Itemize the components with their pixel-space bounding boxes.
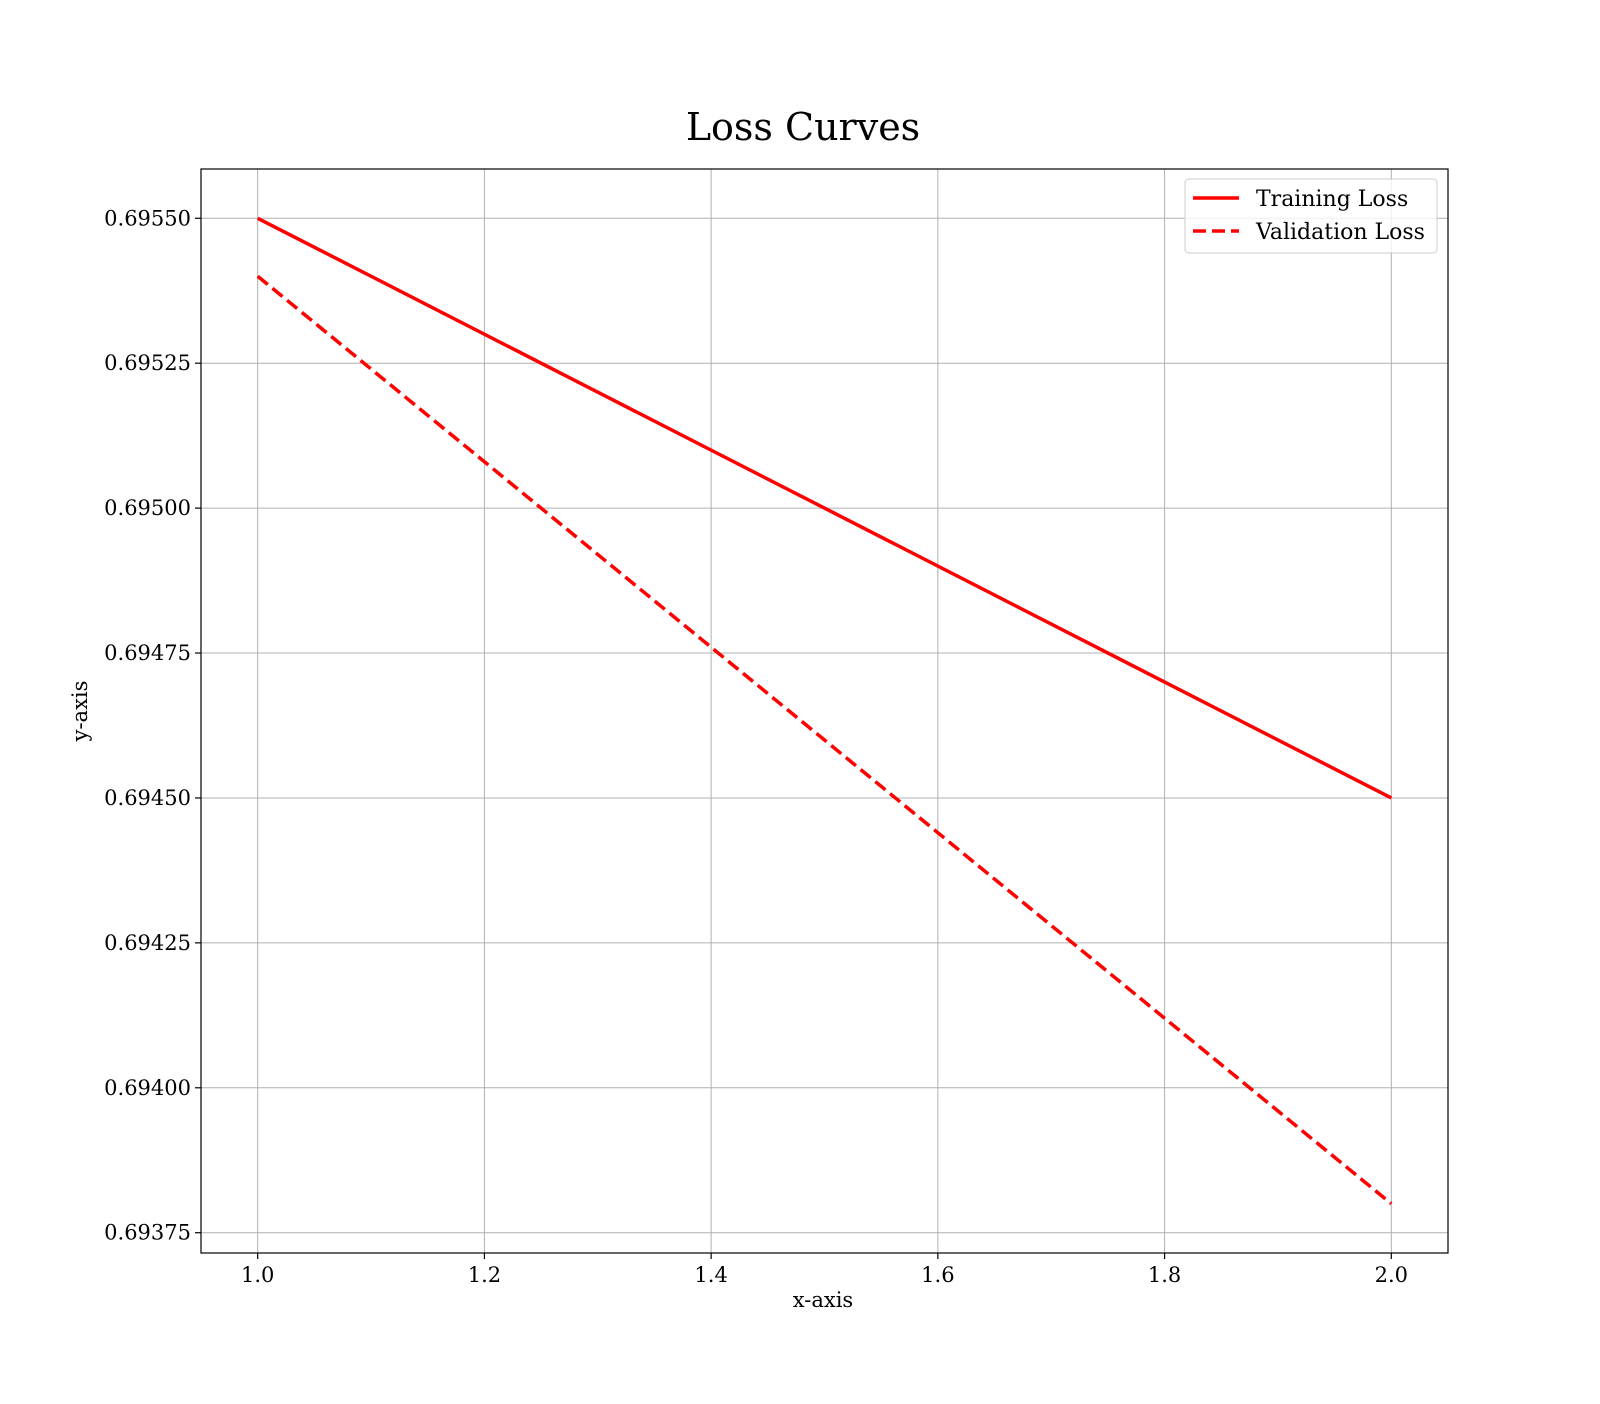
series-line-training-loss	[256, 216, 1393, 800]
y-tick-label: 0.69550	[104, 206, 191, 230]
x-tick-label: 1.6	[921, 1263, 954, 1287]
y-tick-label: 0.69475	[104, 641, 191, 665]
x-tick-label: 1.4	[694, 1263, 727, 1287]
legend-label-validation-loss: Validation Loss	[1255, 220, 1425, 245]
x-tick-label: 1.0	[241, 1263, 274, 1287]
y-tick-label: 0.69425	[104, 931, 191, 955]
plot-frame	[200, 168, 1449, 1254]
y-tick-label: 0.69525	[104, 351, 191, 375]
x-tick-label: 1.8	[1148, 1263, 1181, 1287]
series-line-validation-loss	[256, 274, 1393, 1206]
y-axis-label: y-axis	[68, 681, 92, 743]
y-tick-label: 0.69500	[104, 496, 191, 520]
x-axis-ticks: 1.0 1.2 1.4 1.6 1.8 2.0	[241, 1253, 1408, 1287]
legend-box	[1184, 178, 1438, 254]
x-axis-label: x-axis	[793, 1288, 853, 1312]
y-tick-label: 0.69375	[104, 1221, 191, 1245]
y-tick-label: 0.69450	[104, 786, 191, 810]
legend-label-training-loss: Training Loss	[1256, 187, 1408, 212]
grid	[201, 169, 1448, 1253]
x-tick-label: 1.2	[468, 1263, 501, 1287]
series-lines	[256, 216, 1393, 1206]
legend: Training Loss Validation Loss	[1184, 178, 1438, 254]
y-tick-label: 0.69400	[104, 1076, 191, 1100]
chart-title: Loss Curves	[686, 105, 920, 149]
y-axis-ticks: 0.69375 0.69400 0.69425 0.69450 0.69475 0.695…	[104, 206, 201, 1245]
x-tick-label: 2.0	[1375, 1263, 1408, 1287]
